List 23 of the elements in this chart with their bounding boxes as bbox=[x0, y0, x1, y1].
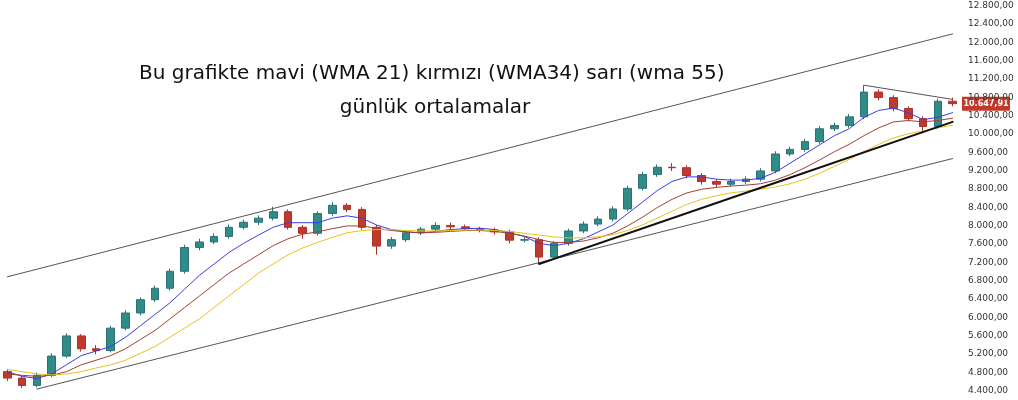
y-tick-label: 10.400,00 bbox=[968, 110, 1015, 120]
y-tick-label: 10.000,00 bbox=[968, 128, 1015, 139]
y-tick-label: 11.200,00 bbox=[968, 73, 1015, 84]
y-tick-label: 12.000,00 bbox=[968, 36, 1015, 47]
y-tick-label: 9.200,00 bbox=[968, 165, 1009, 175]
y-tick-label: 5.600,00 bbox=[968, 330, 1009, 340]
y-tick-label: 12.800,00 bbox=[968, 0, 1015, 10]
y-tick-label: 5.200,00 bbox=[968, 348, 1009, 359]
y-tick-label: 9.600,00 bbox=[968, 146, 1009, 157]
y-tick-label: 4.400,00 bbox=[968, 385, 1009, 395]
y-tick-label: 4.800,00 bbox=[968, 366, 1009, 377]
y-tick-label: 8.000,00 bbox=[968, 220, 1009, 230]
y-tick-label: 6.000,00 bbox=[968, 311, 1009, 322]
y-tick-label: 8.400,00 bbox=[968, 201, 1009, 212]
y-tick-label: 12.400,00 bbox=[968, 18, 1015, 29]
y-tick-label: 6.400,00 bbox=[968, 293, 1009, 304]
y-tick-label: 11.600,00 bbox=[968, 55, 1015, 65]
y-tick-label: 8.800,00 bbox=[968, 183, 1009, 194]
y-tick-label: 6.800,00 bbox=[968, 275, 1009, 285]
text: Bu grafikte mavi (WMA 21) kırmızı (WMA34) sarı (wma 55) günlük ortalamalar bbox=[139, 60, 731, 118]
y-tick-label: 7.200,00 bbox=[968, 256, 1009, 267]
y-tick-label: 7.600,00 bbox=[968, 238, 1009, 249]
text: 10.647,91 bbox=[963, 99, 1009, 109]
